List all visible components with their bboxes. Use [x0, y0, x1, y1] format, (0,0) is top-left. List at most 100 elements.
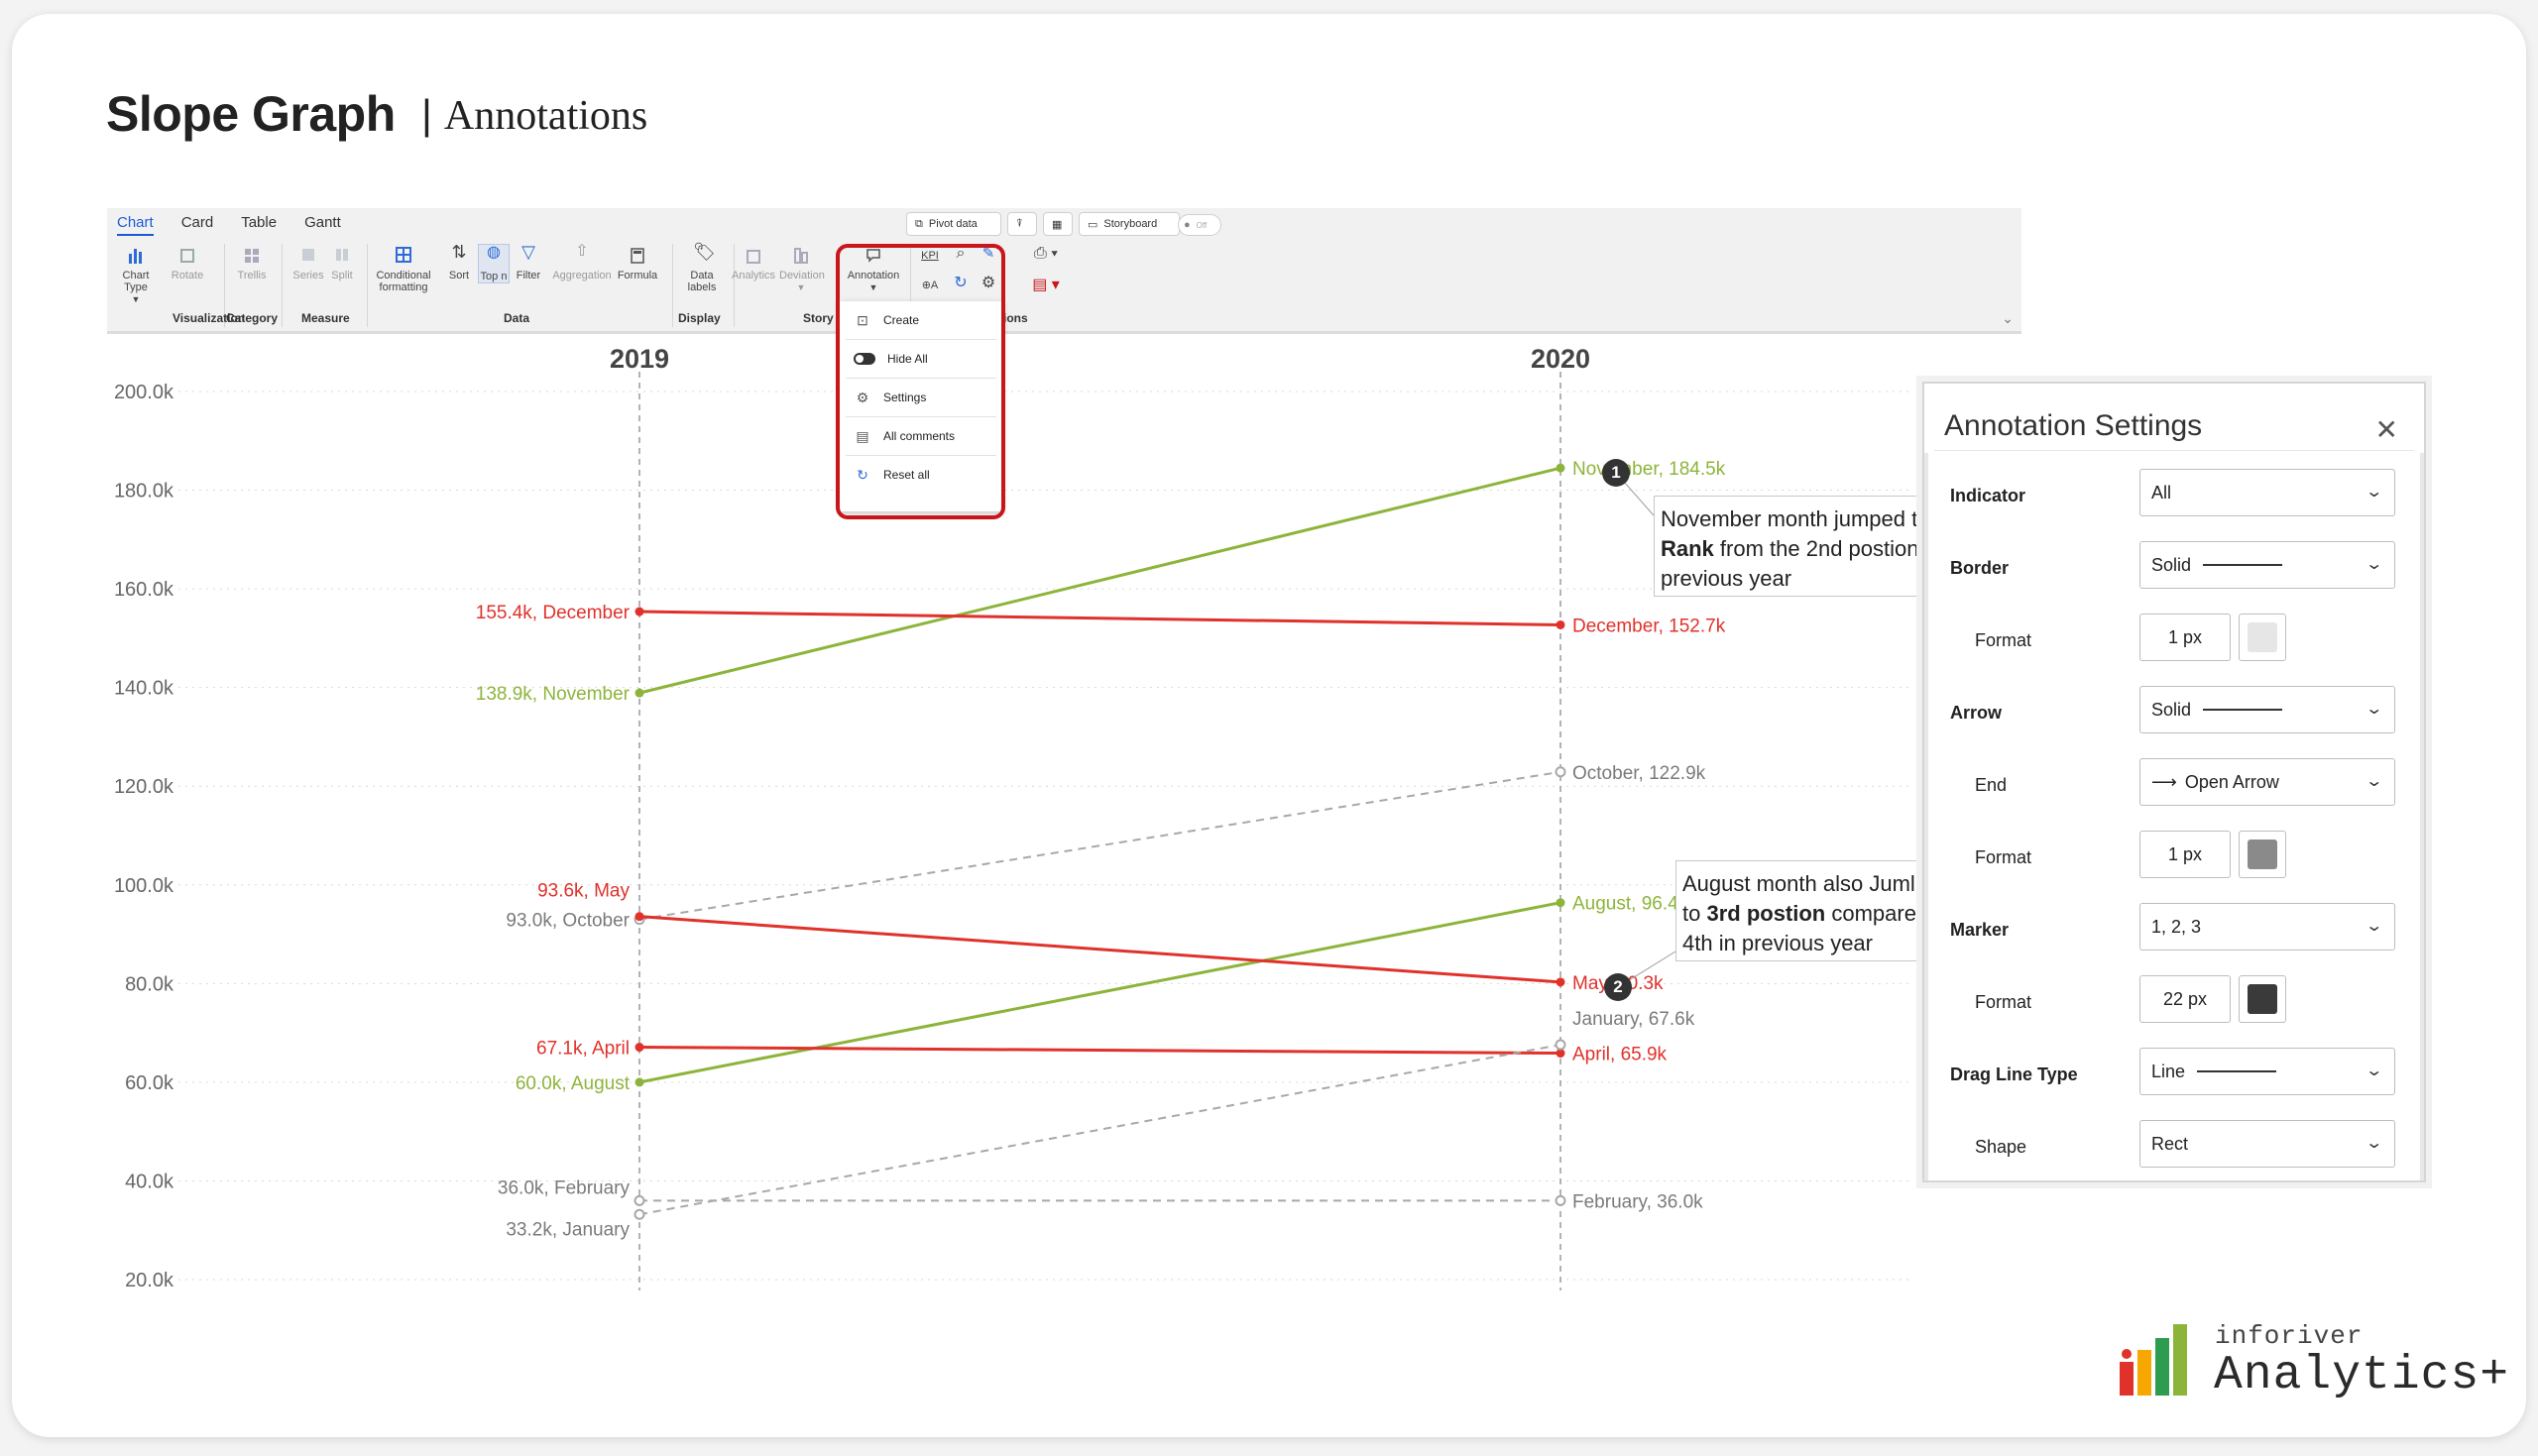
- top-n-button[interactable]: ◍ Top n: [478, 244, 510, 283]
- sort-button[interactable]: ⇅ Sort: [448, 242, 470, 281]
- marker-format-label: Format: [1975, 992, 2032, 1012]
- series-line-may: [638, 915, 1561, 984]
- tab-gantt[interactable]: Gantt: [304, 214, 341, 231]
- chevron-down-icon: ⌄: [2364, 1063, 2383, 1079]
- data-point: [1555, 1039, 1566, 1051]
- data-label: 67.1k, April: [536, 1039, 630, 1060]
- arrow-end-select[interactable]: ⟶ Open Arrow ⌄: [2139, 758, 2395, 806]
- annotation-marker-2[interactable]: 2: [1604, 973, 1632, 1001]
- group-data: Data: [504, 311, 530, 325]
- y-tick-label: 40.0k: [125, 1171, 174, 1192]
- deviation-button[interactable]: Deviation ▼: [779, 246, 825, 293]
- divider: [224, 244, 225, 327]
- arrow-row: Arrow Solid ⌄: [1928, 680, 2420, 751]
- label-toggle-icon[interactable]: ⊕A: [921, 280, 939, 291]
- menu-item-create[interactable]: ⊡ Create: [840, 301, 1002, 339]
- series-line-august: [638, 901, 1561, 1084]
- chart-type-button[interactable]: Chart Type ▼: [113, 246, 159, 305]
- refresh-icon[interactable]: ↻: [954, 275, 968, 291]
- settings-gear-icon[interactable]: ⚙: [981, 275, 996, 291]
- data-point: [634, 1208, 645, 1220]
- formula-button[interactable]: Formula: [615, 246, 660, 281]
- tab-table[interactable]: Table: [241, 214, 278, 231]
- page-title: Slope Graph: [106, 86, 396, 142]
- divider: [734, 244, 735, 327]
- menu-item-hide-all[interactable]: Hide All: [840, 340, 1002, 378]
- marker-size-input[interactable]: 22 px: [2139, 975, 2231, 1023]
- layout-icon: ▦: [1052, 218, 1063, 231]
- data-label: 155.4k, December: [476, 603, 631, 623]
- kpi-button[interactable]: KPI: [921, 250, 939, 262]
- pdf-icon[interactable]: ▤ ▾: [1032, 277, 1060, 293]
- data-point: [1556, 619, 1565, 629]
- menu-item-all-comments[interactable]: ▤ All comments: [840, 417, 1002, 455]
- collapse-ribbon-icon[interactable]: ⌄: [2002, 310, 2014, 326]
- divider: [846, 378, 996, 379]
- filter-icon: ▽: [521, 242, 535, 262]
- group-display: Display: [678, 311, 721, 325]
- menu-item-reset-all[interactable]: ↻ Reset all: [840, 456, 1002, 494]
- view-toggle[interactable]: ● Off: [1178, 214, 1221, 236]
- data-label: 60.0k, August: [516, 1073, 631, 1094]
- pivot-data-button[interactable]: ⧉ Pivot data: [906, 212, 1001, 236]
- search-icon[interactable]: ⌕: [956, 245, 966, 262]
- shape-select[interactable]: Rect ⌄: [2139, 1120, 2395, 1168]
- close-icon[interactable]: ✕: [2374, 414, 2398, 445]
- indicator-select[interactable]: All ⌄: [2139, 469, 2395, 516]
- arrow-color-swatch[interactable]: [2239, 831, 2286, 878]
- pivot-icon: ⧉: [915, 217, 923, 230]
- logo-text-analytics: Analytics+: [2214, 1349, 2510, 1402]
- divider: [846, 455, 996, 456]
- brush-icon[interactable]: ✎: [981, 245, 995, 262]
- storyboard-button[interactable]: ▭ Storyboard: [1079, 212, 1180, 236]
- chart-type-icon: [129, 249, 142, 264]
- chevron-down-icon: ⌄: [2364, 556, 2383, 573]
- analytics-button[interactable]: Analytics: [732, 246, 775, 281]
- panel-title: Annotation Settings: [1944, 409, 2203, 442]
- data-point: [634, 1043, 644, 1053]
- series-button[interactable]: Series: [291, 246, 325, 281]
- arrow-style-select[interactable]: Solid ⌄: [2139, 686, 2395, 733]
- arrow-format-row: Format 1 px: [1928, 825, 2420, 896]
- arrow-right-icon: ⟶: [2151, 771, 2177, 792]
- series-line-october: [638, 770, 1561, 921]
- menu-item-settings[interactable]: ⚙ Settings: [840, 379, 1002, 416]
- export-icon[interactable]: ⎙ ▾: [1034, 245, 1058, 262]
- group-category: Category: [226, 311, 279, 325]
- aggregation-button[interactable]: ⇧ Aggregation: [552, 243, 612, 282]
- border-width-input[interactable]: 1 px: [2139, 614, 2231, 661]
- annotation-callout-1[interactable]: November month jumped t Rank from the 2nd…: [1654, 496, 1927, 597]
- arrow-end-row: End ⟶ Open Arrow ⌄: [1928, 752, 2420, 824]
- data-label: August, 96.4k: [1572, 894, 1688, 915]
- drag-line-type-select[interactable]: Line ⌄: [2139, 1048, 2395, 1095]
- border-style-select[interactable]: Solid ⌄: [2139, 541, 2395, 589]
- sort-icon: ⇅: [451, 242, 467, 262]
- annotation-marker-1[interactable]: 1: [1602, 459, 1630, 487]
- data-point: [1555, 766, 1566, 778]
- data-labels-button[interactable]: 🏷 Data labels: [687, 242, 717, 293]
- split-icon: [336, 249, 348, 261]
- marker-select[interactable]: 1, 2, 3 ⌄: [2139, 903, 2395, 951]
- drag-line-type-row: Drag Line Type Line ⌄: [1928, 1042, 2420, 1113]
- tab-chart[interactable]: Chart: [117, 214, 154, 236]
- chevron-down-icon: ⌄: [2364, 484, 2383, 501]
- filter-button[interactable]: ▽ Filter: [516, 242, 541, 281]
- conditional-formatting-button[interactable]: Conditional formatting: [373, 246, 434, 293]
- chevron-down-icon: ⌄: [2364, 1135, 2383, 1152]
- split-button[interactable]: Split: [327, 246, 357, 281]
- rotate-button[interactable]: Rotate: [171, 246, 204, 281]
- tab-card[interactable]: Card: [180, 214, 214, 231]
- data-label: 93.6k, May: [537, 881, 630, 902]
- drag-line-type-label: Drag Line Type: [1950, 1064, 2078, 1084]
- marker-color-swatch[interactable]: [2239, 975, 2286, 1023]
- border-color-swatch[interactable]: [2239, 614, 2286, 661]
- indicator-label: Indicator: [1950, 486, 2026, 505]
- annotation-callout-2[interactable]: August month also Juml to 3rd postion com…: [1675, 860, 1927, 961]
- trellis-button[interactable]: Trellis: [232, 246, 272, 281]
- arrow-width-input[interactable]: 1 px: [2139, 831, 2231, 878]
- layout-button[interactable]: ▦: [1043, 212, 1073, 236]
- annotation-button[interactable]: Annotation ▼: [841, 246, 906, 293]
- filter-pane-button[interactable]: ⍒: [1007, 212, 1037, 236]
- tag-icon: 🏷: [693, 242, 716, 262]
- callout-line: to 3rd postion compare: [1682, 901, 1916, 926]
